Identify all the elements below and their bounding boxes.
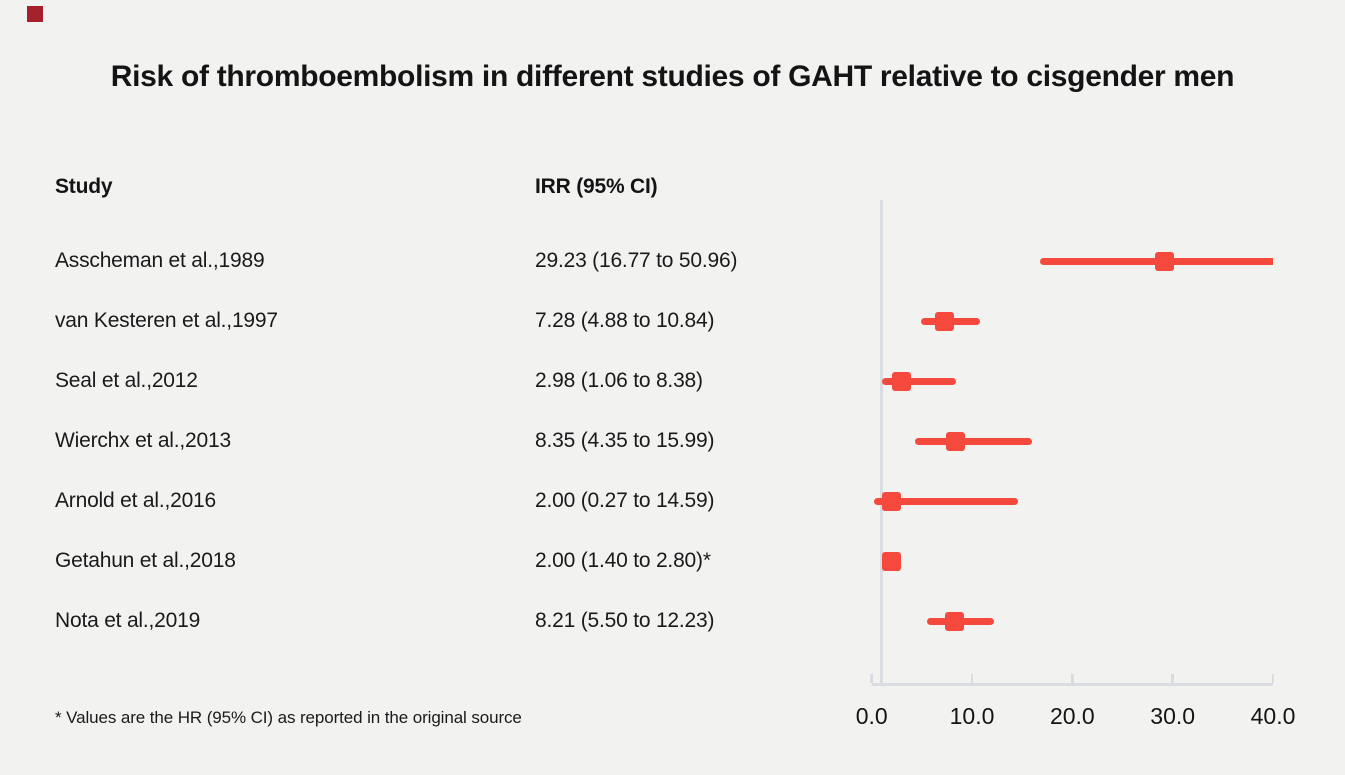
irr-value: 2.98 (1.06 to 8.38) [535, 369, 703, 392]
x-axis-tick-label: 20.0 [1049, 703, 1095, 729]
irr-column-header: IRR (95% CI) [535, 175, 658, 198]
study-label: Getahun et al.,2018 [55, 549, 236, 572]
x-axis-tick [1071, 674, 1074, 683]
chart-title: Risk of thromboembolism in different stu… [110, 60, 1235, 93]
x-axis-tick-label: 40.0 [1250, 703, 1296, 729]
x-axis-tick-label: 10.0 [949, 703, 995, 729]
study-label: Arnold et al.,2016 [55, 489, 217, 512]
reference-line [880, 200, 884, 683]
irr-value: 29.23 (16.77 to 50.96) [535, 249, 738, 272]
x-axis-tick [970, 674, 974, 683]
irr-value: 7.28 (4.88 to 10.84) [535, 309, 715, 332]
point-estimate-marker [945, 431, 965, 451]
study-label: van Kesteren et al.,1997 [55, 309, 278, 332]
study-label: Wierchx et al.,2013 [55, 429, 231, 452]
study-label: Nota et al.,2019 [55, 609, 201, 632]
footnote: * Values are the HR (95% CI) as reported… [55, 708, 522, 727]
irr-value: 2.00 (1.40 to 2.80)* [535, 549, 711, 572]
point-estimate-marker [892, 371, 912, 391]
irr-value: 2.00 (0.27 to 14.59) [535, 489, 715, 512]
study-label: Asscheman et al.,1989 [55, 249, 265, 272]
x-axis-tick [870, 674, 873, 683]
x-axis-tick [1171, 674, 1174, 683]
ci-interval-line [915, 437, 1033, 445]
point-estimate-marker [1155, 251, 1175, 271]
study-column-header: Study [55, 175, 113, 198]
point-estimate-marker [882, 491, 902, 511]
x-axis-tick-label: 0.0 [855, 703, 888, 729]
point-estimate-marker [935, 311, 955, 331]
ci-interval-line [882, 377, 956, 385]
irr-value: 8.35 (4.35 to 15.99) [535, 429, 715, 452]
x-axis-line [871, 683, 1273, 686]
brand-square [27, 6, 43, 22]
irr-value: 8.21 (5.50 to 12.23) [535, 609, 715, 632]
point-estimate-marker [882, 551, 902, 571]
ci-interval-line [874, 497, 1019, 505]
x-axis-tick-label: 30.0 [1150, 703, 1196, 729]
x-axis-tick [1271, 674, 1275, 683]
study-label: Seal et al.,2012 [55, 369, 198, 392]
point-estimate-marker [944, 611, 964, 631]
